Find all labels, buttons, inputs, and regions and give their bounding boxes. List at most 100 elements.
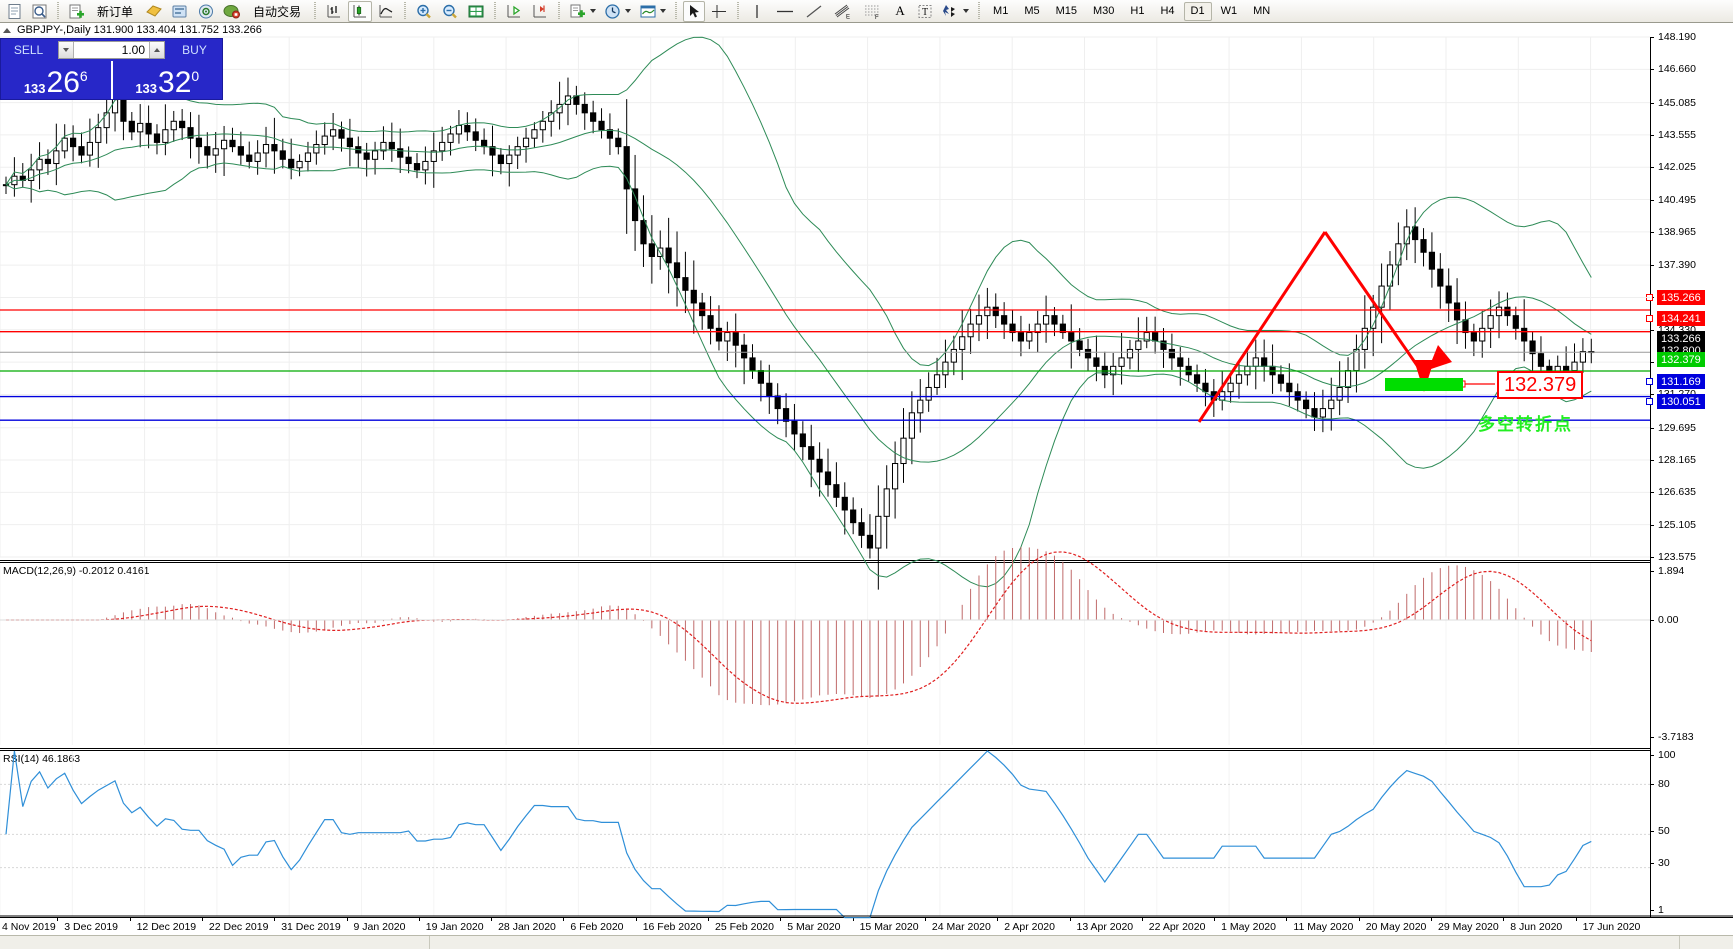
sell-pips: 26 — [46, 66, 80, 99]
status-bar — [0, 935, 1733, 949]
candlestick-chart-icon[interactable] — [348, 0, 373, 22]
timeframe-button-d1[interactable]: D1 — [1183, 1, 1212, 21]
buy-button[interactable]: 133 32 0 — [110, 61, 223, 99]
trendline-icon[interactable] — [801, 1, 827, 22]
price-axis-tick: 142.025 — [1650, 161, 1696, 173]
text-label-icon[interactable]: T — [913, 1, 937, 22]
timeframe-button-mn[interactable]: MN — [1253, 5, 1271, 17]
price-level-handle[interactable] — [1646, 398, 1653, 405]
price-axis-tick: 148.190 — [1650, 31, 1696, 43]
rsi-axis-tick: 100 — [1650, 749, 1676, 761]
macd-axis-tick: 0.00 — [1649, 614, 1678, 626]
volume-increase-button[interactable] — [149, 42, 164, 58]
new-order-icon[interactable] — [65, 1, 88, 22]
chart-shift-icon[interactable] — [528, 1, 552, 22]
timeframe-button-h1[interactable]: H1 — [1130, 5, 1145, 17]
chevron-down-icon[interactable] — [660, 9, 667, 13]
vertical-line-icon[interactable] — [745, 1, 769, 22]
bar-chart-icon[interactable] — [322, 1, 346, 22]
date-axis-tick: 5 Mar 2020 — [780, 917, 841, 933]
autotrading-label[interactable]: 自动交易 — [246, 1, 308, 22]
chart-search-icon[interactable] — [28, 1, 51, 22]
data-window-icon[interactable] — [168, 1, 192, 22]
macd-pane-separator-2 — [0, 562, 1733, 563]
equidistant-channel-icon[interactable]: E — [829, 1, 857, 22]
shapes-icon[interactable] — [939, 1, 972, 22]
price-level-chip[interactable]: 131.169 — [1657, 374, 1705, 389]
rsi-axis-tick: 30 — [1650, 857, 1670, 869]
timeframe-button-h4[interactable]: H4 — [1160, 5, 1175, 17]
timeframe-button-m30[interactable]: M30 — [1093, 5, 1115, 17]
macd-indicator-label[interactable]: MACD(12,26,9) -0.2012 0.4161 — [3, 565, 154, 577]
crosshair-icon[interactable] — [707, 1, 731, 22]
price-axis-tick: 129.695 — [1650, 422, 1696, 434]
date-axis-tick: 6 Feb 2020 — [563, 917, 624, 933]
svg-text:E: E — [846, 14, 850, 20]
rsi-indicator-label[interactable]: RSI(14) 46.1863 — [3, 753, 85, 765]
timeframe-button-m1[interactable]: M1 — [993, 5, 1009, 17]
indicators-icon[interactable] — [566, 1, 599, 22]
price-level-chip[interactable]: 130.051 — [1657, 394, 1705, 409]
price-axis-tick: 146.660 — [1650, 63, 1696, 75]
autotrading-icon[interactable] — [220, 1, 244, 22]
price-level-handle[interactable] — [1646, 294, 1653, 301]
rsi-axis-tick: 80 — [1650, 778, 1670, 790]
new-chart-icon[interactable] — [3, 1, 26, 22]
zoom-in-icon[interactable] — [412, 1, 436, 22]
date-axis-tick: 22 Dec 2019 — [201, 917, 269, 933]
chevron-down-icon[interactable] — [963, 9, 970, 13]
date-axis-tick: 16 Feb 2020 — [635, 917, 702, 933]
toolbar-separator — [492, 2, 499, 20]
chevron-down-icon[interactable] — [625, 9, 632, 13]
autotrading-text: 自动交易 — [253, 4, 302, 19]
templates-icon[interactable] — [636, 1, 669, 22]
tile-windows-icon[interactable] — [464, 1, 488, 22]
line-chart-icon[interactable] — [374, 1, 398, 22]
chevron-down-icon[interactable] — [590, 9, 597, 13]
octp-price-row: 133 26 6 133 32 0 — [1, 61, 222, 99]
date-axis[interactable]: 4 Nov 2019 3 Dec 2019 12 Dec 2019 22 Dec 20… — [0, 917, 1733, 935]
volume-decrease-button[interactable] — [59, 42, 74, 58]
price-axis-tick: 145.085 — [1650, 97, 1696, 109]
chart-restore-icon[interactable] — [3, 27, 11, 33]
price-level-chip[interactable]: 132.379 — [1657, 352, 1705, 367]
zoom-out-icon[interactable] — [438, 1, 462, 22]
date-axis-tick: 9 Jan 2020 — [346, 917, 406, 933]
timeframe-button-w1[interactable]: W1 — [1220, 5, 1238, 17]
toolbar-separator — [735, 2, 742, 20]
one-click-trading-panel[interactable]: SELL 1.00 BUY 133 26 6 133 32 0 — [0, 38, 223, 100]
sell-label[interactable]: SELL — [13, 43, 44, 57]
price-level-chip[interactable]: 133.266 — [1657, 331, 1705, 346]
volume-value[interactable]: 1.00 — [121, 43, 145, 57]
octp-header-row: SELL 1.00 BUY — [1, 39, 222, 61]
expert-advisor-icon[interactable] — [142, 1, 166, 22]
price-level-chip[interactable]: 135.266 — [1657, 290, 1705, 305]
date-axis-tick: 29 May 2020 — [1431, 917, 1499, 933]
period-icon[interactable] — [601, 1, 634, 22]
navigator-icon[interactable] — [194, 1, 218, 22]
text-icon[interactable]: A — [895, 3, 905, 18]
new-order-text: 新订单 — [97, 4, 134, 19]
buy-label[interactable]: BUY — [182, 43, 207, 57]
new-order-label[interactable]: 新订单 — [90, 1, 140, 22]
price-callout: 132.379 — [1497, 371, 1584, 399]
date-axis-tick: 3 Dec 2019 — [57, 917, 119, 933]
svg-text:F: F — [875, 15, 879, 20]
price-level-handle[interactable] — [1646, 378, 1653, 385]
auto-scroll-icon[interactable] — [502, 1, 526, 22]
status-help-cell — [0, 936, 430, 949]
date-axis-tick: 15 Mar 2020 — [852, 917, 919, 933]
fibonacci-icon[interactable]: F — [859, 1, 887, 22]
cursor-icon[interactable] — [683, 0, 706, 22]
horizontal-line-icon[interactable] — [771, 1, 799, 22]
sell-button[interactable]: 133 26 6 — [1, 61, 111, 99]
price-level-chip[interactable]: 134.241 — [1657, 311, 1705, 326]
volume-stepper[interactable]: 1.00 — [58, 41, 165, 59]
price-axis-tick: 126.635 — [1650, 486, 1696, 498]
price-level-handle[interactable] — [1646, 315, 1653, 322]
timeframe-button-m15[interactable]: M15 — [1055, 5, 1077, 17]
entry-zone-highlight — [1385, 378, 1463, 391]
timeframe-button-m5[interactable]: M5 — [1024, 5, 1040, 17]
price-axis[interactable]: 148.190 146.660 145.085 143.555 142.025 140.4… — [1649, 31, 1733, 917]
